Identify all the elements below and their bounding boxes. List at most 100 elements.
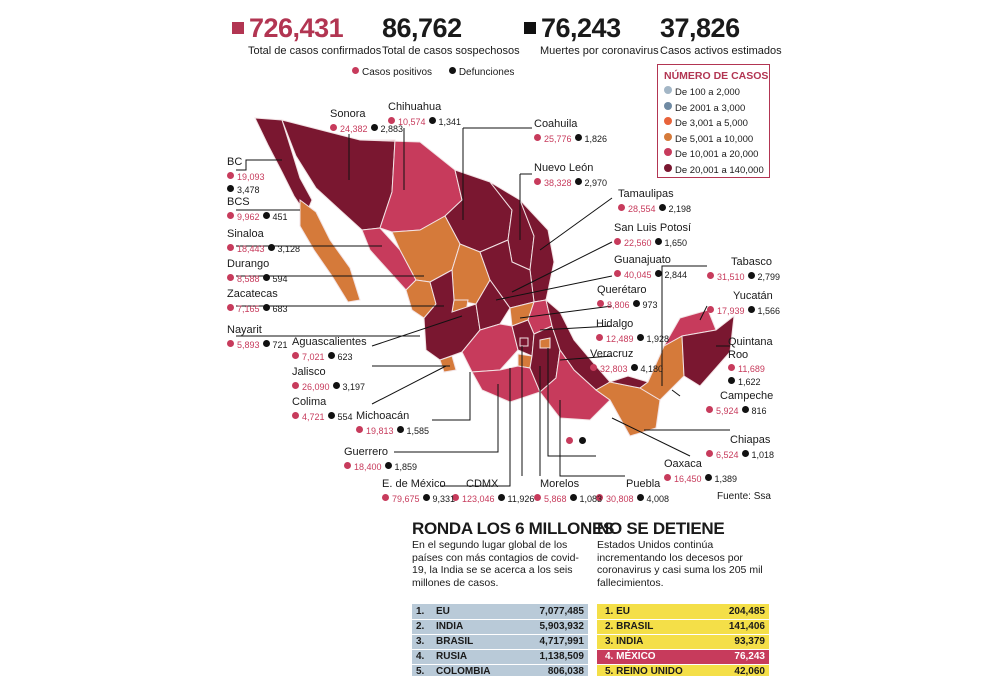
positive-dot-icon [352,67,359,74]
legend-deaths: Defunciones [458,67,515,78]
key-item-label: De 2001 a 3,000 [675,102,746,114]
key-item-label: De 3,001 a 5,000 [675,118,748,129]
world-cell-country: INDIA [432,619,517,635]
deaths-cell-country: 2. BRASIL [597,619,713,635]
world-cell-value: 5,903,932 [516,619,588,635]
deaths-cell-value: 204,485 [712,604,769,620]
world-cell-rank: 3. [412,634,432,650]
label-oaxaca: Oaxaca 16,450 1,389 [664,458,738,484]
label-chiapas: Chiapas 6,524 1,018 [706,434,774,462]
label-bcs: BCS 9,962 451 [227,196,288,222]
deaths-cell-value: 76,243 [712,649,769,665]
state-guanajuato[interactable] [475,279,511,331]
label-campeche: Campeche 5,924 816 [706,390,773,418]
active-stat: 37,826 Casos activos estimados [660,14,782,57]
deaths-cell-value: 42,060 [712,664,769,676]
deaths-square-icon [524,22,536,34]
key-item: De 3,001 a 5,000 [664,116,763,132]
world-cell-rank: 4. [412,649,432,665]
world-cell-rank: 1. [412,604,432,620]
state-cdmx[interactable] [519,337,529,347]
active-label: Casos activos estimados [660,45,782,57]
table-row: 3. BRASIL 4,717,991 [412,634,588,650]
deaths-cell-country: 4. MÉXICO [597,649,713,665]
label-queretaro: Querétaro 8,806 973 [597,284,658,310]
world-cell-country: COLOMBIA [432,664,517,676]
confirmed-square-icon [232,22,244,34]
key-color-dot-icon [664,148,672,156]
key-title: NÚMERO DE CASOS [664,70,769,82]
label-michoacan: Michoacán 19,813 1,585 [356,410,430,436]
legend-positive: Casos positivos [362,67,433,78]
label-chihuahua: Chihuahua 10,574 1,341 [388,101,462,127]
table-row: 4. RUSIA 1,138,509 [412,649,588,665]
label-tlaxcala [566,434,589,449]
suspected-label: Total de casos sospechosos [382,45,520,57]
key-color-dot-icon [664,132,672,141]
deaths-label: Muertes por coronavirus [540,45,659,57]
label-cdmx: CDMX 123,046 11,926 [452,478,534,506]
state-tlaxcala[interactable] [539,337,551,349]
table-row: 5. REINO UNIDO 42,060 [597,664,769,676]
label-durango: Durango 8,588 594 [227,258,288,284]
label-morelos: Morelos 5,868 1,083 [534,478,602,506]
confirmed-stat: 726,431 Total de casos confirmados [232,14,381,57]
world-title: RONDA LOS 6 MILLONES [412,519,615,538]
deaths-stat: 76,243 Muertes por coronavirus [524,14,659,57]
deaths-cell-country: 3. INDIA [597,634,713,650]
world-cell-value: 4,717,991 [516,634,588,650]
world-cell-value: 1,138,509 [516,649,588,665]
table-row: 4. MÉXICO 76,243 [597,649,769,665]
deaths-cell-country: 5. REINO UNIDO [597,664,713,676]
deaths-value: 76,243 [541,13,621,43]
label-quintana-roo: Quintana Roo 11,689 1,622 [728,336,773,387]
table-row: 1. EU 7,077,485 [412,604,588,620]
label-tamaulipas: Tamaulipas 28,554 2,198 [618,188,692,214]
deaths-cell-value: 93,379 [712,634,769,650]
state-guerrero[interactable] [471,365,541,403]
label-edomex: E. de México 79,675 9,331 [382,478,456,504]
label-coahuila: Coahuila 25,776 1,826 [534,118,608,144]
key-item-label: De 10,001 a 20,000 [675,149,759,160]
key-color-dot-icon [664,86,672,94]
map-legend: Casos positivos Defunciones [352,67,528,78]
suspected-value: 86,762 [382,13,462,43]
table-row: 5. COLOMBIA 806,038 [412,664,588,676]
table-row: 3. INDIA 93,379 [597,634,769,650]
state-quintana-roo[interactable] [681,314,735,387]
label-sinaloa: Sinaloa 18,443 3,128 [227,228,301,254]
deaths-dot-icon [448,67,456,74]
label-veracruz: Veracruz 32,803 4,180 [590,348,664,374]
world-text: En el segundo lugar global de los países… [412,539,579,589]
world-cell-country: EU [432,604,517,620]
source-note: Fuente: Ssa [717,491,771,502]
world-cell-value: 806,038 [516,664,588,676]
confirmed-label: Total de casos confirmados [248,45,382,57]
key-item: De 2001 a 3,000 [664,101,763,117]
leader-lines [236,127,730,487]
deaths-table: 1. EU 204,485 2. BRASIL 141,406 3. INDIA 93,3… [597,604,769,676]
label-guanajuato: Guanajuato 40,045 2,844 [614,254,688,280]
label-puebla: Puebla 30,808 4,008 [596,478,669,506]
label-sonora: Sonora 24,382 2,883 [330,108,404,134]
suspected-stat: 86,762 Total de casos sospechosos [382,14,520,57]
table-row: 2. INDIA 5,903,932 [412,619,588,635]
world-cell-rank: 2. [412,619,432,635]
deaths-cell-country: 1. EU [597,604,713,620]
label-slp: San Luis Potosí 22,560 1,650 [614,222,692,248]
world-cell-country: BRASIL [432,634,517,650]
key-item: De 100 a 2,000 [664,85,763,101]
us-title: NO SE DETIENE [597,519,725,538]
confirmed-value: 726,431 [249,13,344,43]
key-color-dot-icon [664,101,672,110]
label-hidalgo: Hidalgo 12,489 1,928 [596,318,670,344]
label-colima: Colima 4,721 554 [292,396,353,422]
world-cell-rank: 5. [412,664,432,676]
label-aguascalientes: Aguascalientes 7,021 623 [292,336,367,362]
key-item-label: De 5,001 a 10,000 [675,133,754,145]
state-yucatan[interactable] [662,309,717,348]
key-item-label: De 20,001 a 140,000 [675,164,764,176]
label-nayarit: Nayarit 5,893 721 [227,324,288,350]
state-jalisco[interactable] [423,269,481,361]
table-row: 1. EU 204,485 [597,604,769,620]
